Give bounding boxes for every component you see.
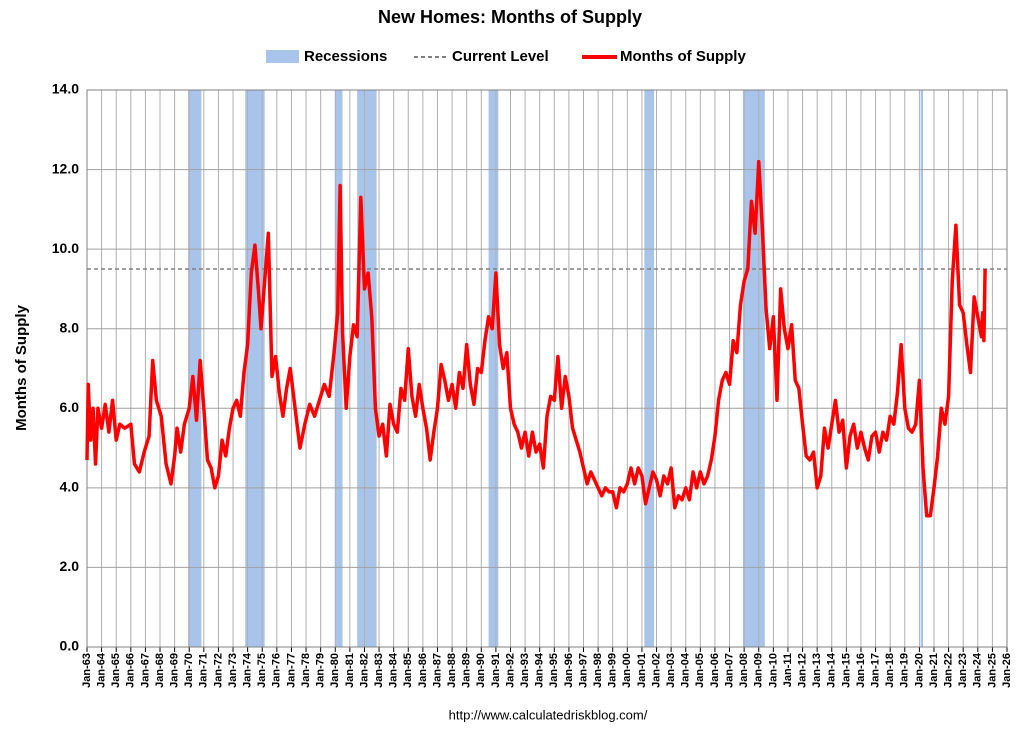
series-line (85, 159, 987, 518)
y-tick-label: 12.0 (52, 160, 79, 176)
x-tick-label: Jan-10 (767, 653, 779, 688)
x-tick-label: Jan-85 (402, 653, 414, 688)
x-tick-label: Jan-96 (563, 653, 575, 688)
x-tick-label: Jan-08 (738, 653, 750, 688)
y-tick-label: 2.0 (60, 558, 80, 574)
legend-label: Months of Supply (620, 48, 746, 65)
x-tick-label: Jan-94 (534, 652, 546, 688)
x-tick-label: Jan-12 (796, 653, 808, 688)
x-tick-label: Jan-95 (548, 653, 560, 688)
x-tick-label: Jan-23 (957, 653, 969, 688)
x-tick-label: Jan-69 (169, 653, 181, 688)
y-tick-label: 0.0 (60, 638, 80, 654)
recession-band (920, 90, 924, 647)
x-tick-label: Jan-67 (139, 653, 151, 688)
x-tick-label: Jan-15 (840, 653, 852, 688)
x-tick-label: Jan-63 (81, 653, 93, 688)
x-tick-label: Jan-14 (826, 652, 838, 688)
chart-title: New Homes: Months of Supply (378, 7, 642, 27)
legend-label: Current Level (452, 48, 549, 65)
x-tick-label: Jan-74 (242, 652, 254, 688)
x-tick-label: Jan-64 (96, 652, 108, 688)
y-tick-label: 8.0 (60, 319, 80, 335)
x-tick-label: Jan-83 (373, 653, 385, 688)
x-tick-label: Jan-07 (723, 653, 735, 688)
recession-band (742, 90, 765, 647)
x-tick-label: Jan-00 (621, 653, 633, 688)
x-tick-label: Jan-22 (942, 653, 954, 688)
x-tick-label: Jan-06 (709, 653, 721, 688)
x-tick-label: Jan-24 (972, 652, 984, 688)
x-tick-label: Jan-90 (475, 653, 487, 688)
legend-swatch-recessions (266, 50, 299, 63)
x-tick-label: Jan-66 (125, 653, 137, 688)
x-tick-label: Jan-93 (519, 653, 531, 688)
x-tick-label: Jan-17 (869, 653, 881, 688)
x-tick-label: Jan-03 (665, 653, 677, 688)
x-tick-label: Jan-73 (227, 653, 239, 688)
recession-band (188, 90, 202, 647)
x-tick-label: Jan-01 (636, 653, 648, 688)
x-tick-label: Jan-78 (300, 653, 312, 688)
x-tick-label: Jan-82 (358, 653, 370, 688)
recession-band (644, 90, 655, 647)
x-tick-label: Jan-91 (490, 653, 502, 688)
x-tick-label: Jan-80 (329, 653, 341, 688)
x-tick-label: Jan-72 (212, 653, 224, 688)
x-tick-label: Jan-84 (388, 652, 400, 688)
x-tick-label: Jan-04 (680, 652, 692, 688)
x-tick-label: Jan-68 (154, 653, 166, 688)
x-tick-label: Jan-86 (417, 653, 429, 688)
x-tick-label: Jan-09 (753, 653, 765, 688)
x-tick-label: Jan-05 (694, 653, 706, 688)
x-tick-label: Jan-71 (198, 653, 210, 688)
x-tick-label: Jan-21 (928, 653, 940, 688)
x-tick-label: Jan-16 (855, 653, 867, 688)
x-tick-label: Jan-65 (110, 653, 122, 688)
x-tick-label: Jan-87 (431, 653, 443, 688)
y-tick-label: 14.0 (52, 81, 79, 97)
recession-band (245, 90, 265, 647)
x-tick-label: Jan-18 (884, 653, 896, 688)
y-tick-label: 4.0 (60, 479, 80, 495)
x-tick-label: Jan-89 (461, 653, 473, 688)
y-tick-label: 6.0 (60, 399, 80, 415)
x-tick-label: Jan-13 (811, 653, 823, 688)
x-tick-label: Jan-99 (607, 653, 619, 688)
x-tick-label: Jan-77 (285, 653, 297, 688)
x-tick-label: Jan-88 (446, 653, 458, 688)
x-tick-label: Jan-97 (577, 653, 589, 688)
y-axis-label: Months of Supply (13, 304, 30, 430)
x-tick-label: Jan-25 (986, 653, 998, 688)
source: http://www.calculatedriskblog.com/ (449, 707, 648, 722)
x-tick-label: Jan-20 (913, 653, 925, 688)
x-tick-label: Jan-11 (782, 653, 794, 687)
x-tick-label: Jan-19 (899, 653, 911, 688)
plot-border (86, 89, 1008, 648)
x-tick-label: Jan-75 (256, 653, 268, 688)
x-tick-label: Jan-76 (271, 653, 283, 688)
x-tick-label: Jan-02 (650, 653, 662, 688)
x-tick-label: Jan-79 (315, 653, 327, 688)
legend-label: Recessions (304, 48, 387, 65)
y-tick-label: 10.0 (52, 240, 79, 256)
x-tick-label: Jan-81 (344, 653, 356, 688)
x-tick-label: Jan-92 (504, 653, 516, 688)
recession-band (488, 90, 499, 647)
x-tick-label: Jan-26 (1001, 653, 1013, 688)
recession-band (335, 90, 343, 647)
x-tick-label: Jan-70 (183, 653, 195, 688)
x-tick-label: Jan-98 (592, 653, 604, 688)
